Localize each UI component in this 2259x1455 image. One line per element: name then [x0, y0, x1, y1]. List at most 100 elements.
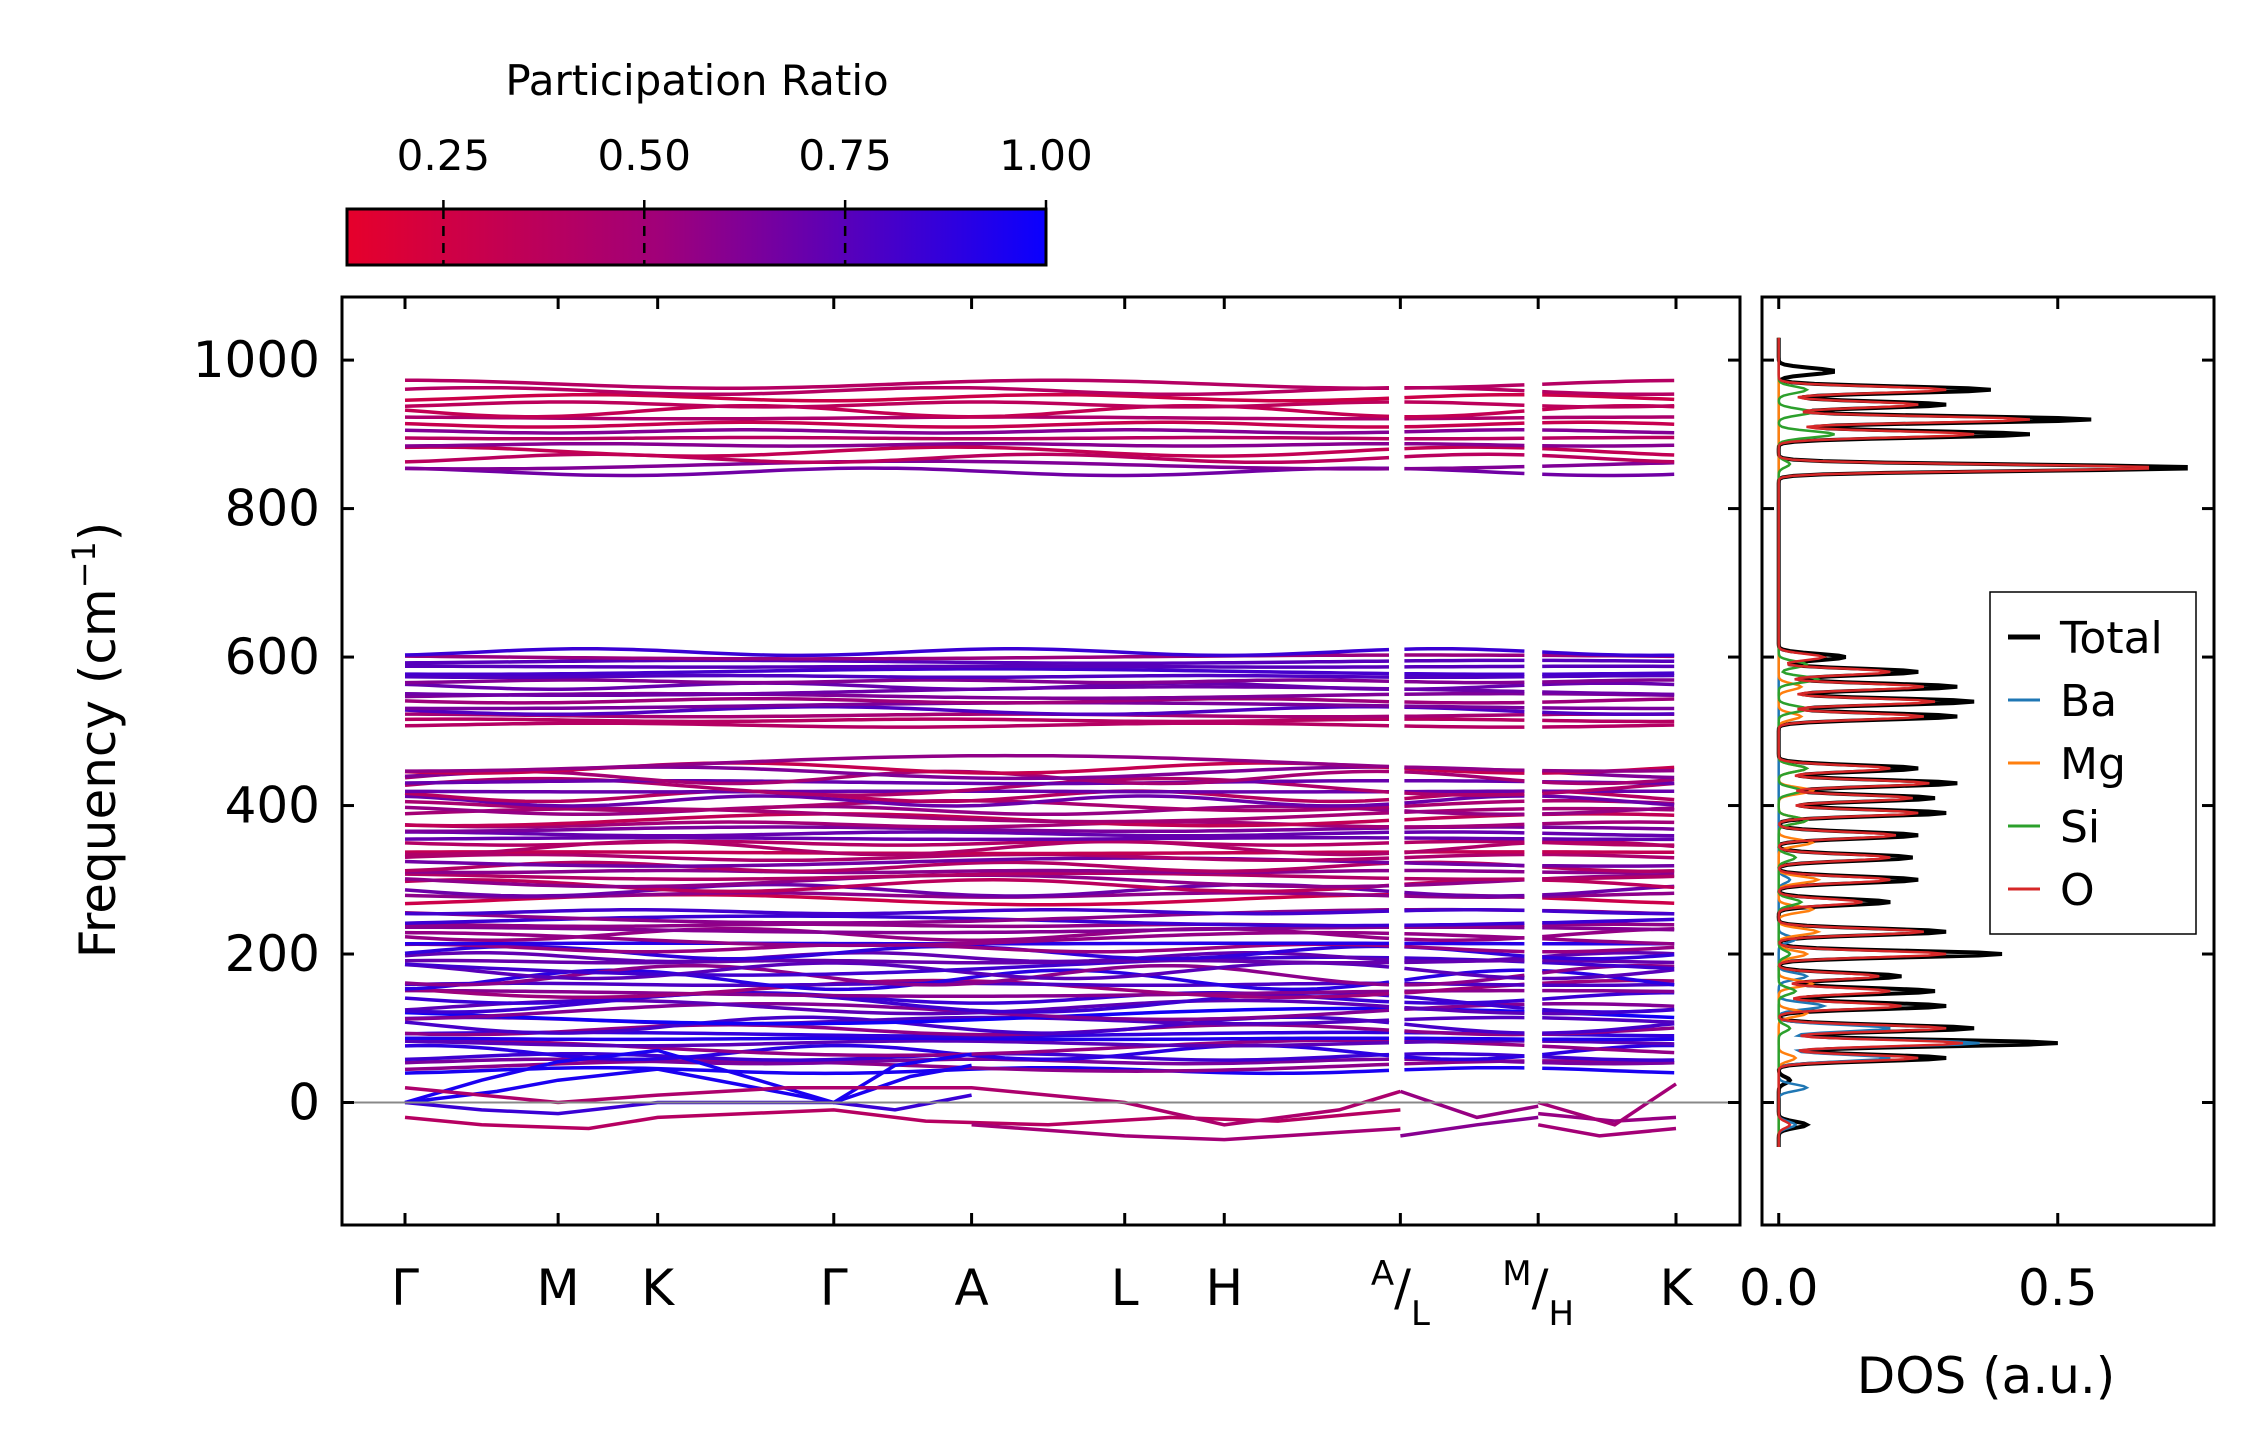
band-k-label-sub: H	[1548, 1294, 1574, 1334]
band-line	[404, 705, 1390, 717]
band-line	[1404, 799, 1525, 808]
band-line	[1542, 690, 1675, 697]
band-line	[1542, 781, 1675, 796]
band-line	[1404, 416, 1525, 421]
band-line	[1542, 446, 1675, 457]
band-line	[1404, 683, 1525, 691]
band-line	[1404, 647, 1525, 653]
band-line	[1404, 441, 1525, 448]
band-line	[1542, 1021, 1675, 1035]
band-line	[1542, 952, 1675, 961]
band-line	[1542, 678, 1675, 684]
band-line	[1404, 861, 1525, 868]
band-line	[404, 466, 1390, 478]
band-line	[1404, 675, 1525, 680]
band-line	[1404, 664, 1525, 669]
band-line	[1542, 1002, 1675, 1009]
band-k-label-top: A	[1371, 1254, 1394, 1294]
band-line	[1542, 673, 1675, 679]
band-line	[1404, 868, 1525, 874]
band-line	[1542, 951, 1675, 959]
band-line	[1542, 415, 1675, 420]
dos-ticks: 0.0 0.5	[1739, 297, 2214, 1317]
band-line	[405, 701, 1390, 711]
band-line	[404, 812, 1390, 828]
band-line	[405, 753, 1390, 773]
band-line	[1542, 697, 1675, 704]
band-line	[1542, 650, 1675, 658]
band-line	[404, 1036, 1389, 1042]
band-line	[405, 988, 1390, 998]
band-line	[1542, 393, 1675, 402]
band-line	[1542, 891, 1675, 899]
band-line	[1404, 679, 1525, 685]
band-line	[1404, 998, 1525, 1005]
band-line	[404, 717, 1389, 724]
band-line	[1542, 1054, 1675, 1062]
band-line	[405, 825, 1390, 834]
y-axis-label-main: Frequency (cm	[69, 588, 127, 958]
band-line	[404, 385, 1390, 397]
colorbar-tick-label: 0.75	[798, 131, 892, 180]
dos-x-axis-label: DOS (a.u.)	[1857, 1347, 2116, 1405]
band-line	[1542, 1060, 1675, 1066]
band-line	[1542, 671, 1675, 676]
band-line	[404, 721, 1390, 729]
band-line	[405, 667, 1390, 676]
band-line	[1542, 837, 1675, 842]
band-line	[404, 908, 1390, 916]
band-line	[1404, 765, 1525, 773]
band-line	[1542, 937, 1675, 946]
band-line	[1542, 1016, 1675, 1024]
band-line	[1404, 778, 1525, 784]
band-line	[404, 769, 1390, 786]
band-line	[404, 428, 1390, 435]
band-line	[1542, 389, 1675, 397]
band-y-tick-label: 200	[225, 925, 320, 983]
band-line	[1404, 1054, 1525, 1062]
band-line	[1542, 658, 1675, 664]
band-line	[1542, 794, 1675, 807]
band-line	[1404, 392, 1525, 400]
band-line	[404, 400, 1390, 409]
band-line	[404, 415, 1390, 421]
band-line	[404, 951, 1390, 964]
band-line	[404, 871, 1390, 881]
band-line	[405, 664, 1390, 669]
band-line	[404, 1006, 1389, 1026]
band-line	[1542, 982, 1675, 988]
y-axis-label-close: )	[69, 522, 127, 542]
colorbar-title: Participation Ratio	[505, 56, 888, 105]
band-line	[1404, 876, 1525, 881]
band-line	[1404, 944, 1525, 954]
band-line	[404, 392, 1390, 403]
band-line	[404, 878, 1390, 894]
band-line	[1542, 461, 1675, 468]
band-line	[1542, 988, 1675, 994]
band-line	[1404, 1039, 1525, 1045]
band-line	[1404, 464, 1525, 471]
band-line	[1542, 1007, 1675, 1014]
band-line	[405, 378, 1389, 390]
dos-axes-frame	[1760, 295, 2216, 1227]
dos-legend: Total Ba Mg Si O	[1989, 591, 2197, 935]
band-line	[1404, 1029, 1525, 1037]
acoustic-branch	[1537, 1082, 1677, 1127]
dos-panel: 0.0 0.5 DOS (a.u.) Total Ba Mg Si O	[1739, 295, 2216, 1405]
band-line	[1542, 718, 1675, 724]
band-line	[1542, 958, 1675, 965]
legend-label: Ba	[2060, 676, 2117, 727]
band-line	[404, 1065, 1390, 1076]
band-line	[1542, 403, 1675, 409]
band-y-tick-label: 1000	[193, 331, 320, 389]
band-line	[1404, 1065, 1525, 1072]
legend-label: Mg	[2060, 739, 2126, 790]
band-line	[1404, 830, 1525, 835]
band-k-label-slash: /	[1394, 1259, 1411, 1317]
band-line	[404, 1039, 1390, 1048]
colorbar: Participation Ratio 0.25 0.50 0.75 1.00	[345, 56, 1093, 267]
band-line	[1542, 420, 1675, 426]
band-line	[1404, 700, 1525, 705]
band-line	[1542, 840, 1675, 847]
